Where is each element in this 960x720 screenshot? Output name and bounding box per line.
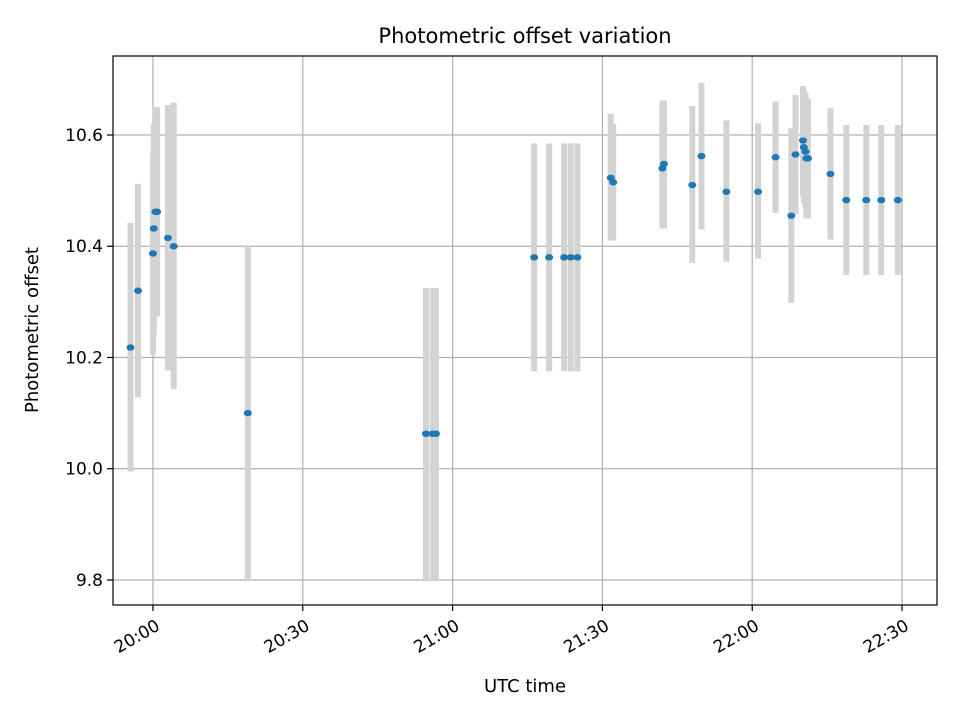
data-point [153,208,162,215]
data-point [697,152,706,160]
data-point [431,430,440,437]
data-point [163,234,172,242]
data-point [609,179,618,186]
data-point [560,254,569,261]
data-point [545,254,554,261]
data-point [573,254,582,261]
data-point [803,155,812,162]
data-point [126,344,135,351]
data-point [148,250,157,257]
plot-area [113,56,937,605]
y-tick-label: 10.4 [65,237,103,257]
data-point [862,196,871,204]
y-tick-label: 10.6 [65,126,103,146]
data-point [530,254,539,261]
y-tick-label: 10.0 [65,460,103,480]
data-point [688,181,697,189]
y-axis-ticks: 9.8 10.0 10.2 10.4 10.6 [65,126,113,591]
data-points [126,137,902,437]
x-axis-label: UTC time [484,676,566,697]
data-point [722,188,731,195]
y-tick-label: 10.2 [65,348,103,368]
data-point [754,188,763,195]
y-axis-label: Photometric offset [22,247,43,413]
data-point [771,154,780,161]
data-point [149,225,158,232]
data-point [566,254,575,261]
data-point [787,212,796,219]
data-point [133,287,142,294]
plot-frame [112,55,938,606]
data-point [243,409,252,417]
data-point [801,148,810,155]
data-point [169,243,178,250]
data-point [798,137,807,144]
data-point [842,196,851,204]
data-point [826,170,835,178]
data-point [893,196,902,204]
data-point [791,151,800,158]
chart-title: Photometric offset variation [378,24,671,48]
y-tick-label: 9.8 [76,571,103,591]
data-point [877,196,886,204]
data-point [421,430,430,437]
data-point [659,160,668,168]
